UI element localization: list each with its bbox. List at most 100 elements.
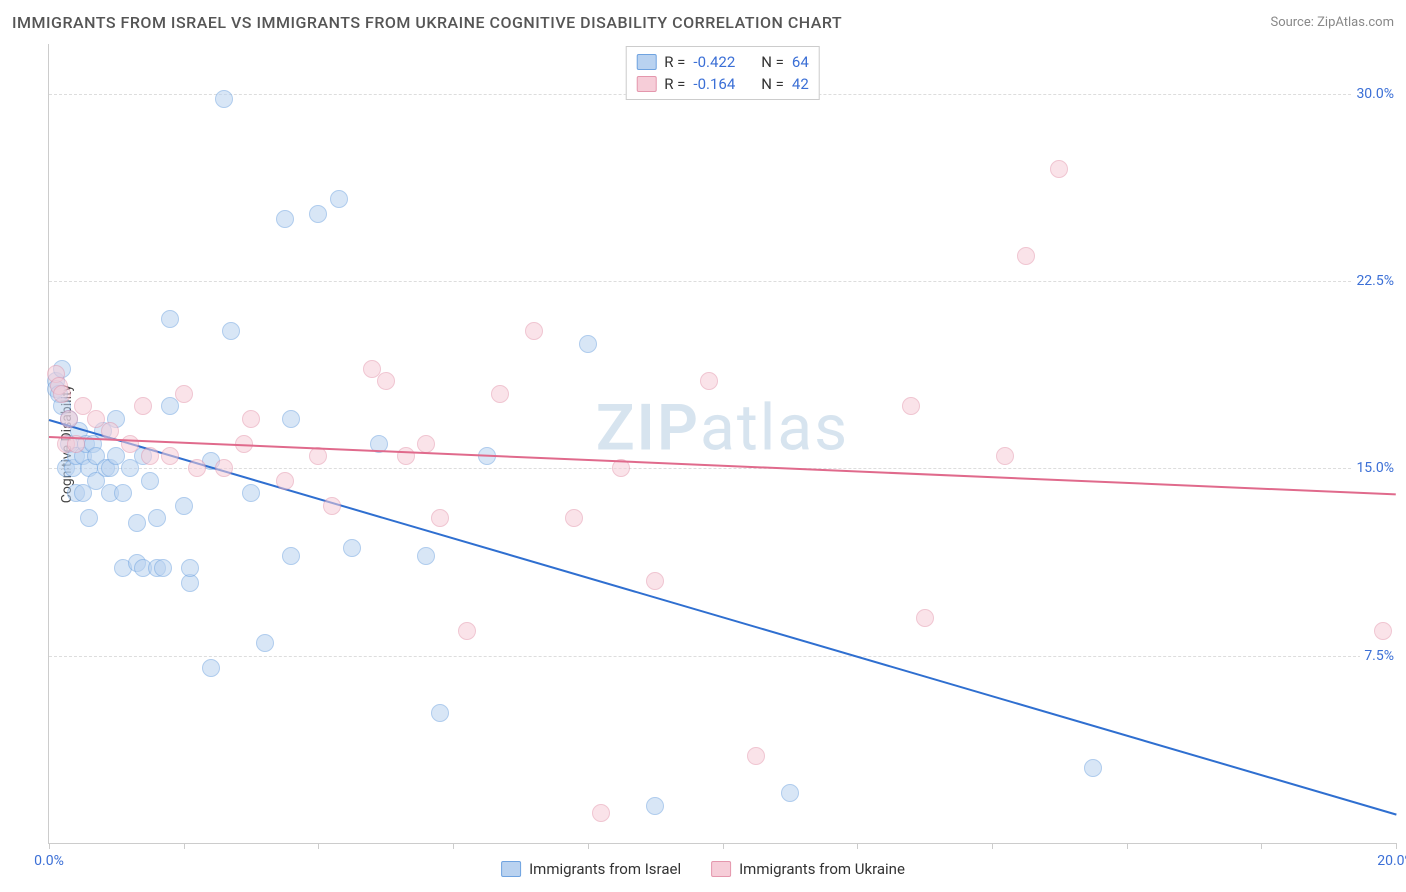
legend-item: Immigrants from Ukraine: [711, 860, 905, 878]
legend-series: Immigrants from Israel Immigrants from Uk…: [501, 860, 905, 878]
legend-n-label: N =: [761, 53, 784, 71]
watermark: ZIPatlas: [596, 390, 849, 465]
data-point: [175, 497, 193, 515]
legend-stat-row: R = -0.422 N = 64: [636, 51, 809, 73]
data-point: [222, 322, 240, 340]
source: Source: ZipAtlas.com: [1270, 15, 1394, 30]
source-prefix: Source:: [1270, 15, 1317, 30]
data-point: [700, 372, 718, 390]
header: IMMIGRANTS FROM ISRAEL VS IMMIGRANTS FRO…: [0, 0, 1406, 44]
data-point: [781, 784, 799, 802]
data-point: [134, 397, 152, 415]
data-point: [128, 514, 146, 532]
gridline: [49, 468, 1396, 469]
legend-label: Immigrants from Israel: [529, 860, 681, 878]
xtick: [1127, 843, 1128, 849]
data-point: [417, 435, 435, 453]
xtick: [992, 843, 993, 849]
xtick: [857, 843, 858, 849]
data-point: [431, 704, 449, 722]
xtick: [1261, 843, 1262, 849]
data-point: [458, 622, 476, 640]
data-point: [996, 447, 1014, 465]
xtick: [49, 843, 50, 849]
legend-n-value: 64: [792, 53, 809, 71]
data-point: [276, 472, 294, 490]
data-point: [431, 509, 449, 527]
source-link[interactable]: ZipAtlas.com: [1317, 15, 1394, 30]
xtick: [318, 843, 319, 849]
gridline: [49, 281, 1396, 282]
xtick: [723, 843, 724, 849]
data-point: [53, 385, 71, 403]
ytick-label: 22.5%: [1352, 273, 1398, 289]
data-point: [161, 310, 179, 328]
ytick-label: 30.0%: [1352, 86, 1398, 102]
data-point: [309, 205, 327, 223]
data-point: [101, 422, 119, 440]
data-point: [330, 190, 348, 208]
legend-r-label: R =: [664, 75, 685, 93]
data-point: [579, 335, 597, 353]
data-point: [282, 410, 300, 428]
data-point: [323, 497, 341, 515]
data-point: [646, 572, 664, 590]
data-point: [747, 747, 765, 765]
data-point: [175, 385, 193, 403]
legend-r-label: R =: [664, 53, 685, 71]
gridline: [49, 656, 1396, 657]
xtick: [453, 843, 454, 849]
data-point: [148, 509, 166, 527]
legend-r-value: -0.422: [693, 53, 735, 71]
xtick-label: 20.0%: [1377, 853, 1406, 869]
data-point: [242, 484, 260, 502]
legend-stats: R = -0.422 N = 64 R = -0.164 N = 42: [625, 46, 820, 100]
data-point: [80, 509, 98, 527]
legend-swatch: [636, 54, 656, 70]
xtick: [184, 843, 185, 849]
data-point: [397, 447, 415, 465]
chart-title: IMMIGRANTS FROM ISRAEL VS IMMIGRANTS FRO…: [12, 13, 842, 32]
xtick-label: 0.0%: [34, 853, 64, 869]
legend-n-value: 42: [792, 75, 809, 93]
ytick-label: 15.0%: [1352, 460, 1398, 476]
data-point: [592, 804, 610, 822]
data-point: [1084, 759, 1102, 777]
plot-area: Cognitive Disability ZIPatlas R =-0.422N…: [48, 44, 1396, 844]
data-point: [1050, 160, 1068, 178]
data-point: [282, 547, 300, 565]
legend-swatch: [636, 76, 656, 92]
data-point: [1374, 622, 1392, 640]
data-point: [343, 539, 361, 557]
data-point: [1017, 247, 1035, 265]
legend-swatch: [711, 861, 731, 877]
legend-item: Immigrants from Israel: [501, 860, 681, 878]
data-point: [114, 484, 132, 502]
plot-canvas: ZIPatlas R = -0.422 N = 64 R = -0.164 N = 42 7.…: [48, 44, 1396, 844]
data-point: [141, 472, 159, 490]
legend-r-value: -0.164: [693, 75, 735, 93]
data-point: [188, 459, 206, 477]
data-point: [256, 634, 274, 652]
data-point: [525, 322, 543, 340]
data-point: [377, 372, 395, 390]
xtick: [588, 843, 589, 849]
data-point: [242, 410, 260, 428]
data-point: [161, 447, 179, 465]
data-point: [181, 559, 199, 577]
legend-stat-row: R = -0.164 N = 42: [636, 73, 809, 95]
data-point: [121, 435, 139, 453]
data-point: [202, 659, 220, 677]
data-point: [491, 385, 509, 403]
trend-line: [49, 419, 1397, 815]
data-point: [215, 459, 233, 477]
data-point: [276, 210, 294, 228]
xtick: [1396, 843, 1397, 849]
legend-n-label: N =: [761, 75, 784, 93]
ytick-label: 7.5%: [1360, 648, 1398, 664]
legend-label: Immigrants from Ukraine: [739, 860, 905, 878]
data-point: [916, 609, 934, 627]
data-point: [215, 90, 233, 108]
data-point: [141, 447, 159, 465]
data-point: [154, 559, 172, 577]
